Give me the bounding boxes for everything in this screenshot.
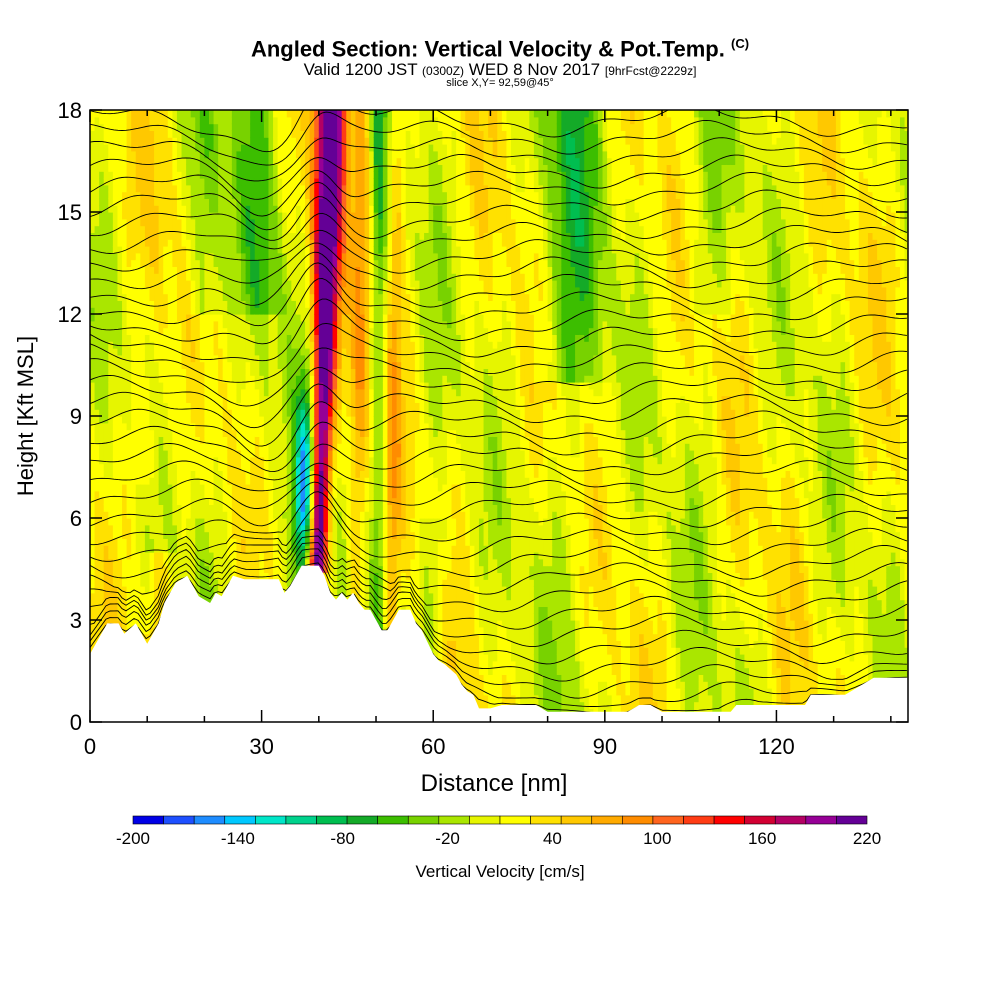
- colorbar-swatch: [163, 815, 195, 825]
- colorbar-swatch: [224, 815, 256, 825]
- colorbar-swatch: [316, 815, 348, 825]
- colorbar-swatch: [683, 815, 715, 825]
- colorbar-swatch: [377, 815, 409, 825]
- colorbar-swatch: [774, 815, 807, 825]
- axis-ticks: [89, 109, 908, 723]
- x-tick-label: 60: [421, 734, 445, 759]
- x-axis-label: Distance [nm]: [421, 770, 568, 797]
- chart-title: Angled Section: Vertical Velocity & Pot.…: [250, 36, 750, 62]
- y-tick-label: 18: [58, 98, 82, 123]
- colorbar-swatch: [346, 815, 378, 825]
- colorbar-swatch: [438, 815, 470, 825]
- colorbar-swatch: [255, 815, 287, 825]
- colorbar-tick-label: 220: [853, 829, 881, 848]
- x-tick-label: 0: [84, 734, 96, 759]
- colorbar-swatch: [193, 815, 226, 825]
- colorbar-tick-label: -200: [116, 829, 150, 848]
- colorbar-swatch: [836, 815, 868, 825]
- colorbar-swatch: [744, 815, 776, 825]
- colorbar-tick-label: 40: [543, 829, 562, 848]
- colorbar-swatch: [622, 815, 654, 825]
- y-tick-label: 15: [58, 200, 82, 225]
- colorbar-swatch: [530, 815, 562, 825]
- chart-subtitle: Valid 1200 JST (0300Z) WED 8 Nov 2017 [9…: [303, 60, 697, 79]
- colorbar-tick-label: -140: [221, 829, 255, 848]
- colorbar-swatch: [132, 815, 164, 825]
- colorbar-tick-label: 100: [643, 829, 671, 848]
- y-tick-label: 0: [70, 710, 82, 735]
- y-tick-label: 3: [70, 608, 82, 633]
- colorbar-swatch: [652, 815, 684, 825]
- colorbar-title: Vertical Velocity [cm/s]: [415, 862, 585, 881]
- colorbar-tick-label: -80: [330, 829, 355, 848]
- colorbar-tick-label: 160: [748, 829, 776, 848]
- x-tick-label: 90: [593, 734, 617, 759]
- colorbar-swatch: [407, 815, 440, 825]
- colorbar-swatch: [713, 815, 745, 825]
- x-tick-label: 120: [758, 734, 795, 759]
- y-axis-label: Height [Kft MSL]: [13, 336, 38, 496]
- colorbar-swatch: [499, 815, 531, 825]
- colorbar-swatch: [560, 815, 593, 825]
- colorbar-swatch: [285, 815, 317, 825]
- colorbar-swatch: [805, 815, 837, 825]
- slice-info: slice X,Y= 92,59@45°: [446, 77, 554, 89]
- colorbar-swatch: [591, 815, 623, 825]
- colorbar-swatch: [469, 815, 501, 825]
- y-tick-label: 6: [70, 506, 82, 531]
- colorbar-tick-label: -20: [435, 829, 460, 848]
- y-tick-label: 9: [70, 404, 82, 429]
- terrain: [90, 565, 908, 722]
- x-tick-label: 30: [249, 734, 273, 759]
- y-tick-label: 12: [58, 302, 82, 327]
